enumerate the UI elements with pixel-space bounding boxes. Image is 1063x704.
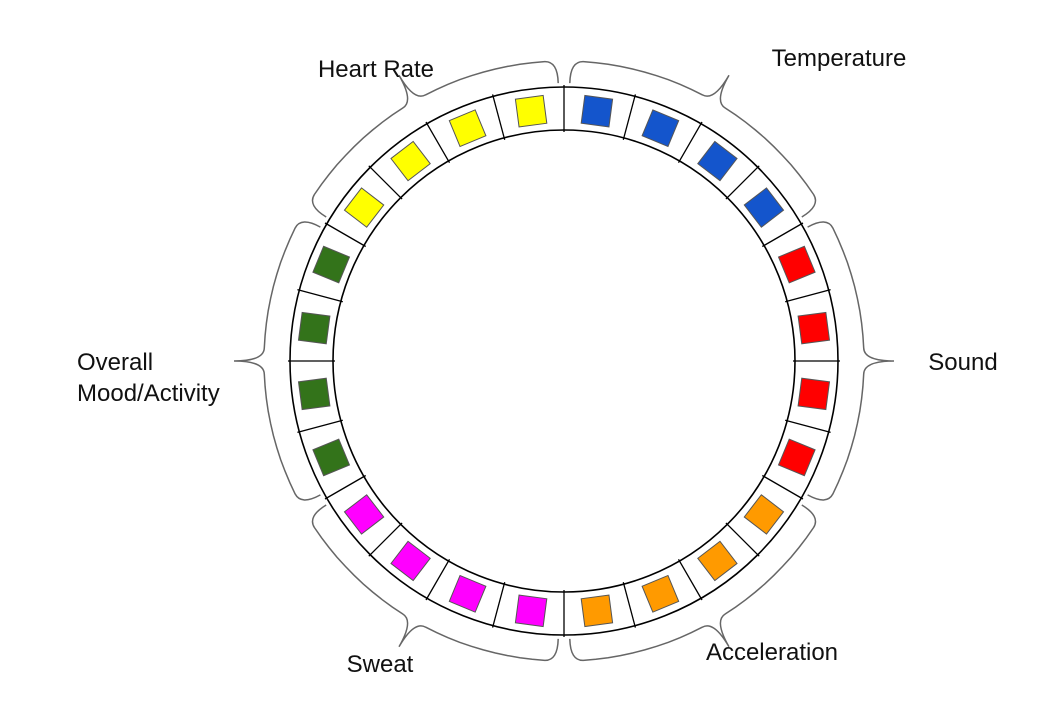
label-overall-line-2: Mood/Activity: [77, 380, 220, 407]
ring-divider-10: [725, 522, 760, 557]
ring-divider-14: [491, 582, 506, 628]
group-braces: [233, 60, 895, 662]
label-heart-rate-line-1: Heart Rate: [318, 56, 434, 83]
led-heart-rate-1: [343, 187, 385, 228]
led-overall-mood-activity-3: [297, 311, 331, 345]
led-acceleration-2: [697, 540, 738, 582]
brace-heart-rate: [311, 60, 559, 218]
led-sweat-3: [390, 540, 431, 582]
label-temperature-line-1: Temperature: [772, 45, 907, 72]
led-overall-mood-activity-1: [312, 438, 351, 477]
led-ring: [288, 85, 840, 637]
led-sweat-4: [343, 494, 385, 535]
label-sound-line-1: Sound: [928, 349, 997, 376]
led-heart-rate-3: [448, 109, 487, 148]
led-acceleration-3: [641, 574, 680, 613]
ring-divider-8: [785, 419, 831, 434]
ring-divider-4: [725, 165, 760, 200]
brace-acceleration: [569, 504, 817, 662]
ring-divider-22: [368, 165, 403, 200]
label-overall-line-1: Overall: [77, 349, 153, 376]
led-temperature-3: [697, 140, 738, 182]
ring-divider-21: [324, 222, 367, 248]
ring-divider-18: [297, 419, 343, 434]
label-temperature: Temperature: [772, 45, 907, 72]
brace-temperature: [569, 60, 817, 218]
led-sound-3: [797, 377, 831, 411]
led-sweat-1: [514, 594, 548, 628]
led-heart-rate-2: [390, 140, 431, 182]
led-sound-4: [777, 438, 816, 477]
led-squares: [297, 94, 831, 628]
label-sweat-line-1: Sweat: [347, 651, 414, 678]
led-acceleration-4: [580, 594, 614, 628]
led-sound-2: [797, 311, 831, 345]
ring-divider-15: [425, 558, 451, 601]
led-acceleration-1: [743, 494, 785, 535]
led-overall-mood-activity-2: [297, 377, 331, 411]
brace-sweat: [311, 504, 559, 662]
label-sweat: Sweat: [347, 651, 414, 678]
led-heart-rate-4: [514, 94, 548, 128]
ring-divider-24: [491, 94, 506, 140]
ring-divider-9: [761, 474, 804, 500]
ring-divider-16: [368, 522, 403, 557]
led-sweat-2: [448, 574, 487, 613]
ring-divider-20: [297, 288, 343, 303]
ring-divider-2: [622, 94, 637, 140]
ring-inner-circle: [332, 129, 796, 593]
ring-divider-3: [677, 121, 703, 164]
led-temperature-1: [580, 94, 614, 128]
ring-divider-11: [677, 558, 703, 601]
label-overall-mood-activity: Overall Mood/Activity: [77, 349, 220, 407]
ring-divider-23: [425, 121, 451, 164]
brace-sound: [807, 221, 895, 501]
label-acceleration: Acceleration: [706, 639, 838, 666]
led-temperature-2: [641, 109, 680, 148]
led-overall-mood-activity-4: [312, 245, 351, 284]
led-sound-1: [777, 245, 816, 284]
label-acceleration-line-1: Acceleration: [706, 639, 838, 666]
label-heart-rate: Heart Rate: [318, 56, 434, 83]
ring-divider-12: [622, 582, 637, 628]
label-sound: Sound: [928, 349, 997, 376]
ring-divider-17: [324, 474, 367, 500]
brace-overall-mood-activity: [233, 221, 321, 501]
ring-divider-5: [761, 222, 804, 248]
ring-divider-6: [785, 288, 831, 303]
ring-dividers: [288, 85, 840, 637]
led-temperature-4: [743, 187, 785, 228]
